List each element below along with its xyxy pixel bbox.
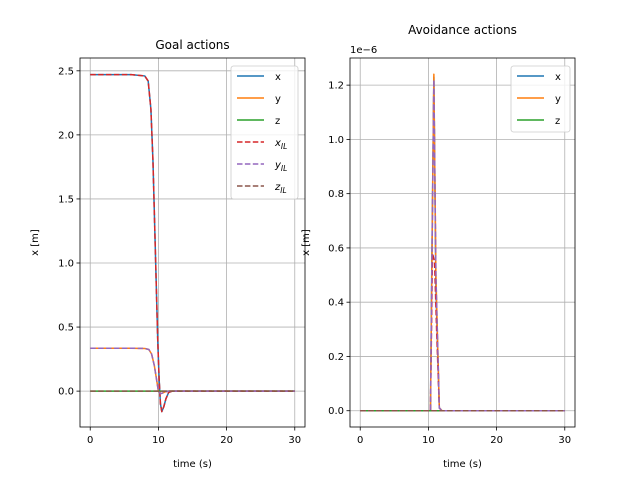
y-tick-label: 0.2 — [328, 352, 344, 363]
y-tick-label: 0.0 — [58, 387, 74, 398]
goal-actions-panel: 0 10 20 30 0.0 0.5 1.0 1.5 2.0 2.5 Goal actions tim… — [30, 38, 306, 470]
series-line-y-il — [360, 78, 565, 412]
legend: xyz xIL yIL zIL — [230, 65, 299, 200]
legend-box — [230, 65, 299, 200]
x-tick-label: 0 — [357, 435, 363, 446]
y-tick-label: 1.5 — [58, 194, 74, 205]
x-tick-label: 0 — [87, 435, 93, 446]
y-tick-label: 0.8 — [328, 189, 344, 200]
chart-title: Avoidance actions — [408, 23, 517, 37]
y-tick-label: 1.0 — [58, 259, 74, 270]
y-axis-label: x [m] — [301, 229, 312, 256]
y-tick-label: 0.5 — [58, 323, 74, 334]
legend-label-x: x — [555, 72, 561, 83]
x-tick-label: 10 — [422, 435, 435, 446]
legend-label-y: y — [555, 94, 561, 105]
x-tick-label: 10 — [152, 435, 165, 446]
legend-label-z-il: zIL — [274, 182, 287, 195]
y-tick-label: 1.2 — [328, 81, 344, 92]
legend: xyz — [510, 65, 571, 133]
series-group — [360, 73, 565, 412]
x-axis-label: time (s) — [443, 459, 482, 470]
x-tick-label: 30 — [288, 435, 301, 446]
legend-label-x-il: xIL — [274, 138, 287, 151]
legend-label-y: y — [275, 94, 281, 105]
series-group — [90, 73, 295, 413]
axes-frame — [349, 57, 576, 428]
x-tick-label: 30 — [558, 435, 571, 446]
avoidance-actions-panel: 0 10 20 30 0.0 0.2 0.4 0.6 0.8 1.0 1.2 Avoidance ac… — [301, 23, 576, 470]
legend-label-z: z — [275, 116, 280, 127]
legend-box — [510, 65, 571, 133]
x-tick-label: 20 — [220, 435, 233, 446]
x-axis-label: time (s) — [173, 459, 212, 470]
legend-label-y-il: yIL — [274, 160, 287, 173]
y-tick-label: 0.6 — [328, 243, 344, 254]
axes-frame — [79, 57, 306, 428]
y-tick-label: 1.0 — [328, 135, 344, 146]
y-tick-label: 2.5 — [58, 66, 74, 77]
y-tick-label: 2.0 — [58, 130, 74, 141]
legend-label-z: z — [555, 116, 560, 127]
y-tick-label: 0.0 — [328, 406, 344, 417]
x-tick-label: 20 — [490, 435, 503, 446]
y-tick-label: 0.4 — [328, 298, 344, 309]
chart-title: Goal actions — [155, 38, 229, 52]
legend-label-x: x — [275, 72, 281, 83]
axis-offset-text: 1e−6 — [350, 45, 377, 56]
y-axis-label: x [m] — [30, 229, 41, 256]
